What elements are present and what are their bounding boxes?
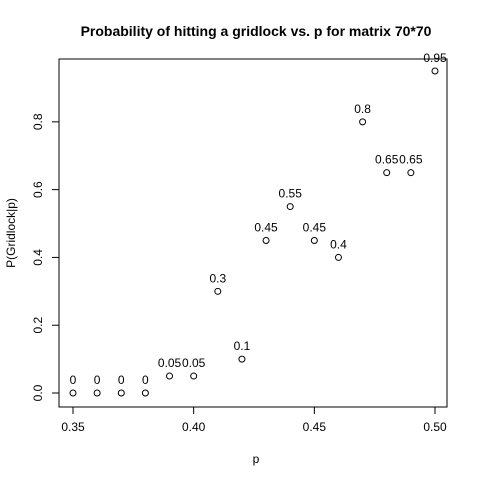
data-point [117,389,125,397]
data-label: 0.55 [279,187,303,201]
data-label: 0.45 [303,220,327,234]
data-label: 0.65 [375,153,399,167]
y-axis: 0.0 0.2 0.4 0.6 0.8 [31,113,60,401]
data-label: 0 [94,373,101,387]
y-tick-label: 0.4 [31,249,45,266]
data-label: 0.05 [158,356,182,370]
y-tick-label: 0.2 [31,317,45,334]
data-point [310,236,318,244]
x-axis-label: p [253,452,260,466]
data-label: 0.8 [354,102,371,116]
data-label: 0.3 [209,271,226,285]
data-label: 0.65 [399,153,423,167]
data-point [359,118,367,126]
data-point [238,355,246,363]
data-point [166,372,174,380]
data-point [214,287,222,295]
data-label: 0 [118,373,125,387]
x-tick-label: 0.40 [182,420,206,434]
x-axis: 0.35 0.40 0.45 0.50 [61,406,447,434]
x-tick-label: 0.50 [423,420,447,434]
data-label: 0.4 [330,237,347,251]
data-label: 0 [70,373,77,387]
y-tick-label: 0.6 [31,181,45,198]
data-point [383,169,391,177]
data-point [141,389,149,397]
data-point [262,236,270,244]
data-labels: 0 0 0 00.05 0.050.30.10.450.550.450.40.80.65… [70,51,447,387]
plot-frame [58,58,448,408]
x-tick-label: 0.45 [303,420,327,434]
data-label: 0.1 [234,339,251,353]
data-point [286,203,294,211]
data-label: 0 [142,373,149,387]
data-label: 0.45 [254,220,278,234]
data-point [190,372,198,380]
data-point [407,169,415,177]
data-points [69,67,439,397]
x-tick-label: 0.35 [61,420,85,434]
data-point [93,389,101,397]
chart-title: Probability of hitting a gridlock vs. p … [81,23,432,39]
y-tick-label: 0.8 [31,113,45,130]
data-label: 0.05 [182,356,206,370]
y-axis-label: P(Gridlock|p) [4,198,18,268]
data-point [69,389,77,397]
y-tick-label: 0.0 [31,384,45,401]
data-label: 0.95 [423,51,447,65]
data-point [334,253,342,261]
data-point [431,67,439,75]
